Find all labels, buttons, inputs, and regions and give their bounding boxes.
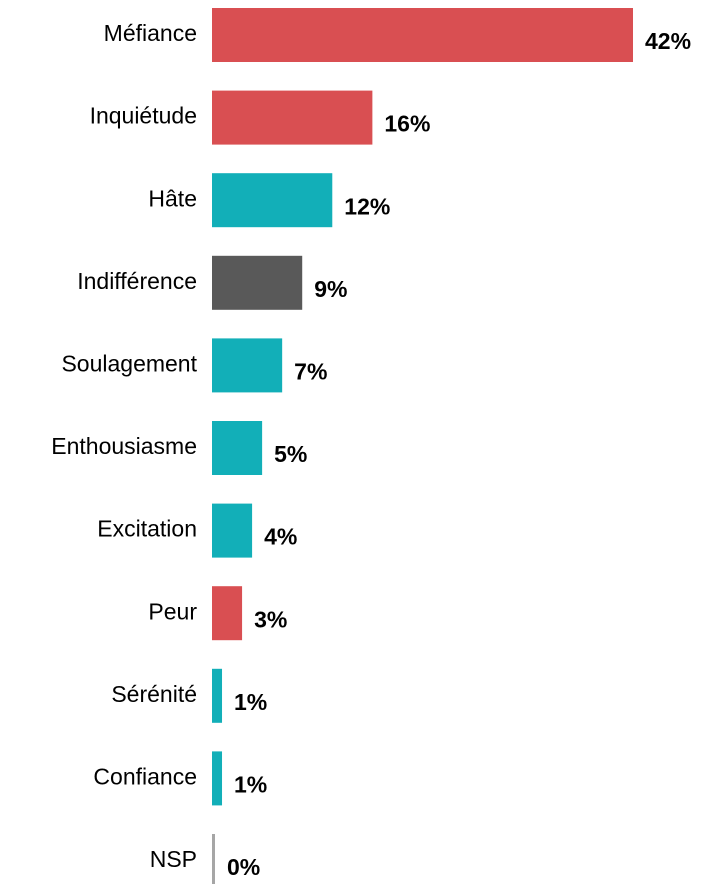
category-label: Peur xyxy=(148,598,197,624)
bar xyxy=(212,586,243,641)
bar xyxy=(212,173,333,228)
bar xyxy=(212,8,633,62)
bar xyxy=(212,255,303,310)
value-label: 1% xyxy=(234,771,267,797)
category-label: Sérénité xyxy=(111,681,197,707)
value-label: 0% xyxy=(227,854,260,880)
bar xyxy=(212,834,215,884)
bar xyxy=(212,668,223,723)
value-label: 12% xyxy=(344,193,390,219)
category-label: NSP xyxy=(150,846,197,872)
category-label: Soulagement xyxy=(61,350,197,376)
category-label: Inquiétude xyxy=(90,103,197,129)
value-label: 3% xyxy=(254,606,287,632)
bar xyxy=(212,338,283,393)
value-label: 4% xyxy=(264,524,297,550)
value-label: 7% xyxy=(294,358,327,384)
value-label: 1% xyxy=(234,689,267,715)
bar xyxy=(212,90,373,145)
value-label: 9% xyxy=(314,276,347,302)
value-label: 16% xyxy=(384,111,430,137)
category-label: Hâte xyxy=(148,185,197,211)
category-label: Enthousiasme xyxy=(51,433,197,459)
value-label: 5% xyxy=(274,441,307,467)
bar xyxy=(212,421,263,475)
category-label: Méfiance xyxy=(104,20,197,46)
category-label: Excitation xyxy=(97,516,197,542)
bar xyxy=(212,503,253,558)
value-label: 42% xyxy=(645,28,691,54)
category-label: Confiance xyxy=(93,763,197,789)
bar xyxy=(212,751,223,806)
category-label: Indifférence xyxy=(77,268,197,294)
